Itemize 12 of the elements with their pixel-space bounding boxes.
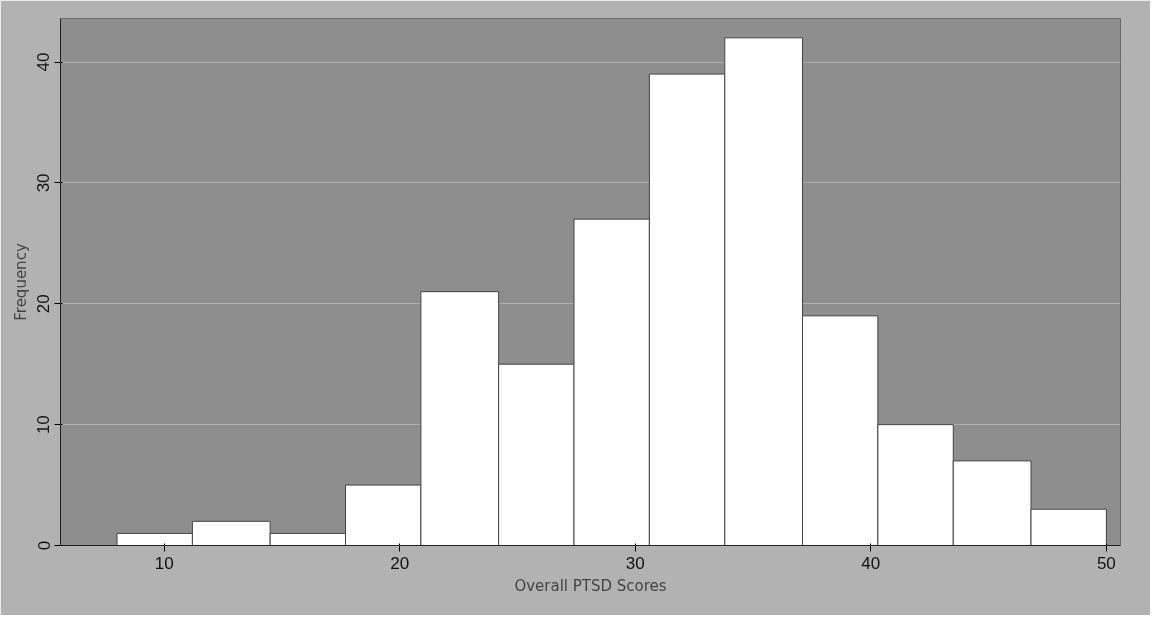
x-axis-title: Overall PTSD Scores <box>514 576 667 595</box>
y-tick-label: 40 <box>34 52 54 72</box>
y-tick-label: 0 <box>34 540 54 551</box>
y-tick-label: 10 <box>34 415 54 435</box>
x-tick-label: 50 <box>1096 553 1116 573</box>
y-tick-label: 20 <box>34 294 54 314</box>
x-tick-label: 20 <box>390 553 410 573</box>
y-tick-label: 30 <box>34 173 54 193</box>
x-tick-label: 40 <box>861 553 881 573</box>
x-tick-label: 30 <box>625 553 645 573</box>
y-axis-title: Frequency <box>11 243 30 321</box>
x-tick-label: 10 <box>154 553 174 573</box>
